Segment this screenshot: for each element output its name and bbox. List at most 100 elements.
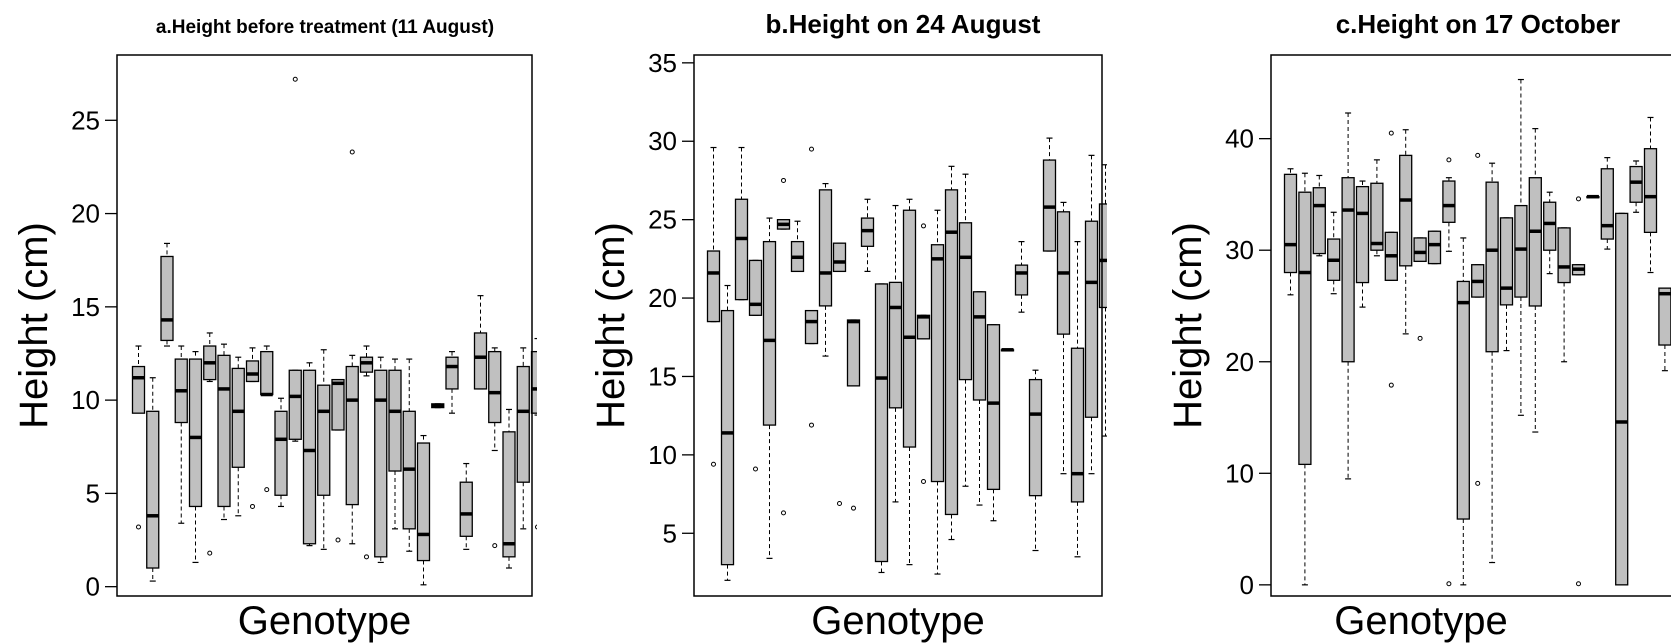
box-body xyxy=(902,209,917,448)
box-15 xyxy=(902,198,917,566)
box-5 xyxy=(1341,112,1355,480)
panel-2: b.Height on 24 August Height (cm) Genotype… xyxy=(589,9,1140,643)
box-6 xyxy=(203,332,217,556)
box-9 xyxy=(245,347,260,509)
box-body xyxy=(288,369,302,440)
box-3 xyxy=(734,146,749,301)
y-tick-label: 30 xyxy=(1225,235,1254,265)
box-body xyxy=(530,350,537,414)
box-16 xyxy=(1499,217,1514,352)
box-10 xyxy=(1413,237,1427,341)
y-tick-label: 25 xyxy=(648,205,677,235)
plot-area xyxy=(131,76,572,586)
box-body xyxy=(560,370,572,430)
box-30 xyxy=(1114,74,1126,251)
box-body xyxy=(1442,180,1456,223)
outlier-point xyxy=(1475,152,1481,158)
outlier-point xyxy=(1446,157,1452,163)
box-body xyxy=(1370,182,1384,251)
box-6 xyxy=(1355,180,1370,308)
box-body xyxy=(146,410,160,569)
box-body xyxy=(260,350,274,396)
box-5 xyxy=(762,217,777,559)
box-6 xyxy=(776,177,791,516)
box-12 xyxy=(288,76,302,442)
outlier-point xyxy=(809,146,814,152)
box-28 xyxy=(1084,154,1099,475)
box-9 xyxy=(1399,129,1413,335)
outlier-point xyxy=(851,505,856,511)
box-body xyxy=(1615,212,1629,586)
box-4 xyxy=(1327,211,1341,295)
box-body xyxy=(818,189,833,307)
box-18 xyxy=(1528,128,1542,433)
box-body xyxy=(1557,227,1571,284)
plot-frame xyxy=(693,54,1103,597)
box-body xyxy=(217,354,231,508)
x-axis-label: Genotype xyxy=(1334,599,1507,643)
box-20 xyxy=(972,291,987,506)
y-axis-label: Height (cm) xyxy=(589,222,633,429)
box-3 xyxy=(160,242,174,347)
outlier-point xyxy=(207,550,213,556)
chart-title: b.Height on 24 August xyxy=(766,9,1041,39)
x-axis-label: Genotype xyxy=(811,599,984,643)
box-18 xyxy=(374,356,388,564)
box-body xyxy=(986,324,1001,491)
box-12 xyxy=(1442,157,1456,587)
box-body xyxy=(1128,238,1140,283)
box-24 xyxy=(1615,212,1629,586)
box-22 xyxy=(1000,348,1015,352)
box-body xyxy=(1600,168,1614,240)
box-body xyxy=(1413,237,1427,263)
y-tick-label: 10 xyxy=(1225,458,1254,488)
outlier-point xyxy=(921,223,926,229)
box-2 xyxy=(720,284,735,581)
box-body xyxy=(1098,203,1107,309)
outlier-point xyxy=(781,510,786,516)
box-22 xyxy=(1586,194,1600,199)
outlier-point xyxy=(1475,480,1481,486)
box-body xyxy=(706,250,721,323)
outlier-point xyxy=(711,461,716,467)
outlier-point xyxy=(781,177,786,183)
box-15 xyxy=(1485,162,1499,564)
y-axis-label: Height (cm) xyxy=(1166,222,1210,429)
box-body xyxy=(804,309,819,345)
box-20 xyxy=(1557,227,1571,363)
box-25 xyxy=(1042,137,1057,252)
box-body xyxy=(748,259,763,316)
outlier-point xyxy=(364,554,369,560)
box-15 xyxy=(331,378,345,543)
box-body xyxy=(888,281,903,409)
box-body xyxy=(1427,230,1442,265)
plot-frame xyxy=(1270,54,1671,597)
box-body xyxy=(1070,347,1085,503)
outlier-point xyxy=(1388,130,1394,136)
panel-1: a.Height before treatment (11 August) Hei… xyxy=(12,17,572,643)
box-13 xyxy=(1456,237,1470,586)
box-8 xyxy=(1384,130,1398,388)
box-body xyxy=(459,481,473,537)
box-body xyxy=(416,442,431,562)
box-body xyxy=(1643,148,1658,234)
box-body xyxy=(445,356,459,390)
panel-3: c.Height on 17 October Height (cm) Genotyp… xyxy=(1166,9,1671,643)
outlier-point xyxy=(292,76,298,82)
box-body xyxy=(245,360,260,383)
box-8 xyxy=(231,356,245,517)
box-1 xyxy=(706,146,721,467)
outlier-point xyxy=(349,149,355,155)
box-body xyxy=(762,240,777,426)
box-body xyxy=(1283,173,1298,274)
box-body xyxy=(1114,166,1126,251)
y-tick-label: 15 xyxy=(648,361,677,391)
box-body xyxy=(131,365,146,414)
y-tick-label: 10 xyxy=(648,440,677,470)
outlier-point xyxy=(1576,196,1581,202)
box-body xyxy=(274,410,288,496)
box-body xyxy=(1543,201,1557,251)
box-9 xyxy=(818,182,833,357)
box-25 xyxy=(1629,160,1643,213)
box-body xyxy=(1456,280,1470,520)
